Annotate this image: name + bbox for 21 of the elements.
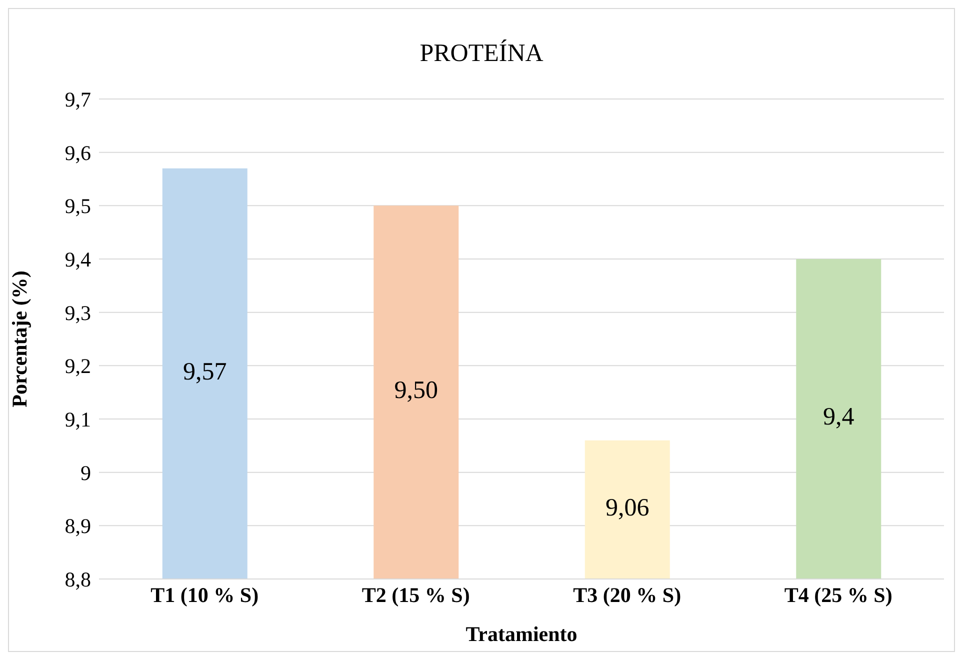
- y-tick-label: 9,4: [64, 247, 92, 272]
- y-tick-label: 9,5: [64, 194, 91, 218]
- y-tick-label: 9,7: [64, 87, 91, 112]
- x-tick-label: T3 (20 % S): [573, 582, 682, 607]
- y-axis-title: Porcentaje (%): [7, 270, 32, 408]
- y-tick-label: 9: [80, 460, 91, 485]
- data-label: 9,06: [606, 494, 650, 522]
- x-axis-title: Tratamiento: [466, 622, 578, 646]
- y-tick-label: 8,9: [64, 514, 91, 538]
- x-tick-label: T1 (10 % S): [150, 582, 259, 607]
- data-label: 9,57: [183, 358, 227, 386]
- data-label: 9,4: [823, 404, 855, 431]
- y-tick-label: 8,8: [64, 567, 91, 592]
- x-tick-label: T4 (25 % S): [784, 582, 892, 607]
- y-tick-label: 9,3: [64, 300, 91, 325]
- x-tick-label: T2 (15 % S): [362, 582, 470, 607]
- chart-title: PROTEÍNA: [418, 38, 544, 69]
- y-tick-label: 9,1: [64, 407, 91, 432]
- y-tick-label: 9,2: [64, 354, 91, 378]
- data-label: 9,50: [394, 377, 438, 404]
- y-tick-label: 9,6: [64, 140, 91, 165]
